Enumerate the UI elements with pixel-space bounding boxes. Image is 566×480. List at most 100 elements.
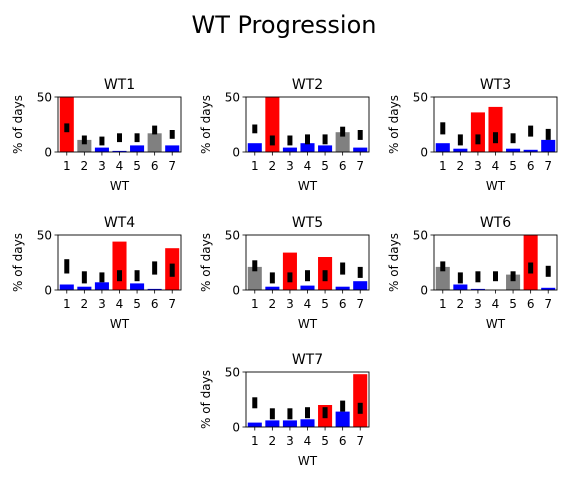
range-marker	[117, 133, 122, 143]
range-marker	[287, 135, 293, 146]
range-marker	[322, 270, 328, 282]
bar	[265, 97, 280, 152]
x-tick-label: 4	[116, 297, 124, 311]
bar	[300, 419, 315, 427]
subplot-5: WT5 1 2 3 4 5 6 7 0 50 WT % of days	[199, 215, 370, 331]
plot-area	[247, 374, 368, 427]
range-marker	[134, 133, 140, 143]
range-marker	[169, 130, 175, 139]
plot-area	[247, 97, 368, 152]
x-tick-label: 7	[544, 297, 552, 311]
range-marker	[322, 407, 328, 419]
y-tick-label: 0	[44, 146, 52, 160]
subplot-title: WT5	[292, 215, 323, 231]
y-tick-label: 0	[232, 284, 240, 298]
x-tick-label: 1	[439, 297, 447, 311]
x-tick-label: 1	[63, 159, 71, 173]
range-marker	[287, 408, 293, 420]
bar	[335, 132, 350, 152]
bar	[265, 420, 280, 427]
y-axis-label: % of days	[387, 95, 401, 154]
x-tick-label: 5	[321, 159, 329, 173]
subplot-1: WT1 1 2 3 4 5 6 7 0 50 WT % of days	[11, 77, 182, 193]
subplot-2: WT2 1 2 3 4 5 6 7 0 50 WT % of days	[199, 77, 370, 193]
range-marker	[493, 132, 498, 144]
x-tick-label: 5	[321, 434, 329, 448]
x-tick-label: 4	[304, 434, 312, 448]
x-axis-label: WT	[298, 317, 318, 331]
subplot-title: WT1	[104, 77, 135, 93]
subplot-title: WT2	[292, 77, 323, 93]
y-tick-label: 0	[232, 146, 240, 160]
y-axis-label: % of days	[199, 233, 213, 292]
x-axis-label: WT	[298, 179, 318, 193]
x-tick-label: 3	[286, 434, 294, 448]
bar	[353, 147, 368, 152]
x-tick-label: 4	[304, 297, 312, 311]
x-tick-label: 2	[81, 159, 89, 173]
range-marker	[169, 263, 175, 277]
range-marker	[287, 272, 293, 283]
bar	[247, 422, 262, 427]
figure-suptitle: WT Progression	[191, 11, 376, 39]
subplot-7: WT7 1 2 3 4 5 6 7 0 50 WT % of days	[199, 352, 370, 468]
x-axis-label: WT	[486, 179, 506, 193]
x-tick-label: 4	[116, 159, 124, 173]
range-marker	[545, 265, 551, 277]
x-tick-label: 3	[474, 159, 482, 173]
subplot-title: WT7	[292, 352, 323, 368]
bar	[318, 145, 333, 152]
y-axis-label: % of days	[199, 370, 213, 429]
range-marker	[117, 270, 122, 282]
x-axis-label: WT	[110, 317, 130, 331]
x-tick-label: 7	[356, 297, 364, 311]
range-marker	[305, 134, 310, 145]
bar	[335, 411, 350, 427]
y-tick-label: 0	[44, 284, 52, 298]
bar	[470, 112, 485, 152]
y-axis-label: % of days	[387, 233, 401, 292]
bar	[77, 286, 92, 290]
bar	[112, 241, 127, 290]
range-marker	[440, 122, 446, 135]
bar	[130, 283, 145, 290]
range-marker	[322, 134, 328, 145]
range-marker	[457, 134, 463, 146]
x-tick-label: 2	[269, 297, 277, 311]
plot-area	[435, 235, 556, 290]
x-axis-label: WT	[110, 179, 130, 193]
x-tick-label: 2	[269, 159, 277, 173]
y-tick-label: 0	[232, 421, 240, 435]
bar	[453, 284, 468, 290]
range-marker	[528, 125, 534, 137]
bar	[59, 284, 74, 290]
y-tick-label: 50	[225, 91, 240, 105]
y-axis-label: % of days	[11, 95, 25, 154]
y-tick-label: 50	[225, 229, 240, 243]
x-tick-label: 2	[269, 434, 277, 448]
bar	[353, 374, 368, 427]
bar	[488, 106, 503, 152]
range-marker	[252, 124, 258, 134]
range-marker	[81, 135, 87, 145]
bar	[282, 420, 297, 427]
range-marker	[340, 400, 346, 412]
plot-area	[59, 97, 180, 152]
axes-frame	[433, 234, 558, 291]
bar	[282, 147, 297, 152]
y-tick-label: 0	[420, 284, 428, 298]
subplot-title: WT6	[480, 215, 511, 231]
subplot-title: WT3	[480, 77, 511, 93]
subplot-3: WT3 1 2 3 4 5 6 7 0 50 WT % of days	[387, 77, 558, 193]
range-marker	[510, 133, 516, 144]
x-tick-label: 6	[527, 159, 535, 173]
bar	[94, 147, 109, 152]
bar	[77, 139, 92, 152]
subplot-4: WT4 1 2 3 4 5 6 7 0 50 WT % of days	[11, 215, 182, 331]
x-tick-label: 3	[286, 159, 294, 173]
x-tick-label: 4	[492, 159, 500, 173]
x-tick-label: 7	[356, 434, 364, 448]
range-marker	[269, 272, 275, 284]
x-tick-label: 7	[356, 159, 364, 173]
